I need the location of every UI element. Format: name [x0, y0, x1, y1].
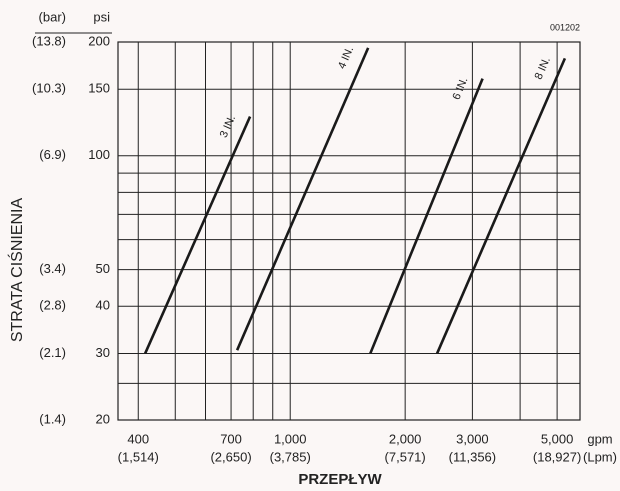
series-line	[369, 78, 484, 354]
figure-code: 001202	[550, 22, 580, 32]
y-tick-label: 20	[96, 411, 110, 426]
y-tick-label: 50	[96, 261, 110, 276]
x-tick-secondary-label: (18,927)	[533, 449, 581, 464]
y-axis-label: STRATA CIŚNIENIA	[7, 198, 26, 343]
y-unit-secondary: (bar)	[39, 9, 66, 24]
x-tick-secondary-label: (7,571)	[385, 449, 426, 464]
y-tick-label: 40	[96, 298, 110, 313]
y-tick-secondary-label: (6.9)	[39, 147, 66, 162]
y-tick-label: 150	[88, 81, 110, 96]
x-tick-label: 700	[220, 431, 242, 446]
series-line	[235, 47, 370, 351]
x-tick-label: 2,000	[389, 431, 422, 446]
y-tick-secondary-label: (3.4)	[39, 261, 66, 276]
y-tick-secondary-label: (10.3)	[32, 81, 66, 96]
y-tick-label: 100	[88, 147, 110, 162]
x-tick-secondary-label: (11,356)	[449, 449, 496, 464]
y-tick-label: 200	[88, 33, 110, 48]
x-tick-label: 3,000	[456, 431, 489, 446]
y-tick-secondary-label: (13.8)	[32, 33, 66, 48]
series-line	[435, 57, 567, 354]
x-tick-secondary-label: (3,785)	[270, 449, 311, 464]
x-tick-label: 5,000	[541, 431, 574, 446]
y-tick-secondary-label: (2.1)	[39, 345, 66, 360]
x-tick-label: 1,000	[274, 431, 307, 446]
series-line	[143, 116, 252, 354]
y-unit: psi	[93, 9, 110, 24]
x-unit: gpm	[587, 431, 612, 446]
x-tick-secondary-label: (2,650)	[210, 449, 251, 464]
x-tick-secondary-label: (1,514)	[118, 449, 159, 464]
x-axis-label: PRZEPŁYW	[298, 471, 382, 488]
y-tick-secondary-label: (2.8)	[39, 298, 66, 313]
y-tick-secondary-label: (1.4)	[39, 411, 66, 426]
x-unit-secondary: (Lpm)	[583, 449, 617, 464]
y-tick-label: 30	[96, 345, 110, 360]
x-tick-label: 400	[127, 431, 149, 446]
